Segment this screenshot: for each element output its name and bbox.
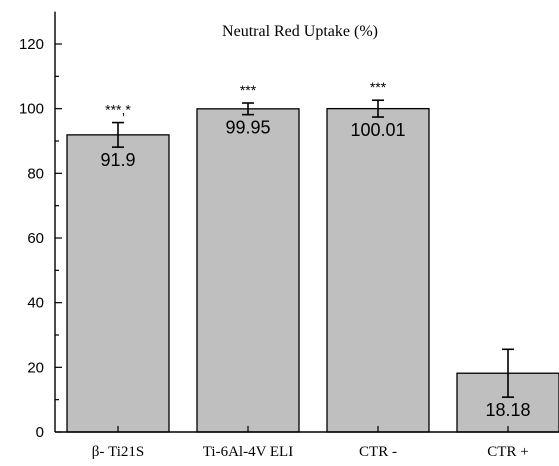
category-label: β- Ti21S — [92, 444, 145, 460]
y-tick-label: 80 — [27, 165, 44, 182]
value-label: 18.18 — [485, 400, 530, 420]
bar-2 — [326, 107, 430, 433]
x-axis: β- Ti21S Ti-6Al-4V ELI CTR - CTR + — [55, 426, 559, 460]
bar-0 — [66, 134, 170, 433]
significance-label: ***,* — [105, 102, 131, 118]
significance-label: *** — [240, 82, 257, 98]
bars-layer: 91.9 ***,* 99.95 *** 100.01 *** 18.18 — [66, 79, 559, 433]
y-tick-label: 20 — [27, 359, 44, 376]
category-label: CTR - — [359, 444, 397, 460]
value-label: 91.9 — [100, 150, 135, 170]
value-label: 100.01 — [350, 120, 405, 140]
y-tick-label: 40 — [27, 295, 44, 312]
y-tick-label: 120 — [19, 36, 44, 53]
category-label: CTR + — [487, 444, 528, 460]
y-tick-label: 60 — [27, 230, 44, 247]
category-label: Ti-6Al-4V ELI — [203, 444, 293, 460]
y-axis: 0 20 40 60 80 100 120 — [19, 11, 62, 441]
value-label: 99.95 — [225, 118, 270, 138]
y-tick-label: 0 — [36, 424, 44, 441]
chart-title: Neutral Red Uptake (%) — [222, 23, 378, 40]
y-tick-label: 100 — [19, 101, 44, 118]
bar-1 — [196, 108, 300, 433]
significance-label: *** — [370, 79, 387, 95]
